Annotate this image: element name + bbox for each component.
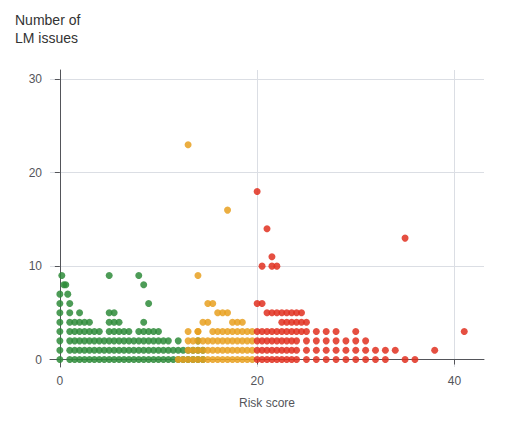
svg-text:Number of: Number of [15, 12, 80, 28]
svg-text:0: 0 [57, 374, 64, 388]
svg-text:10: 10 [29, 259, 43, 273]
svg-text:Risk score: Risk score [239, 396, 295, 410]
svg-text:40: 40 [448, 374, 462, 388]
svg-text:30: 30 [29, 72, 43, 86]
svg-text:0: 0 [35, 353, 42, 367]
svg-text:LM issues: LM issues [15, 30, 78, 46]
svg-text:20: 20 [250, 374, 264, 388]
svg-text:20: 20 [29, 166, 43, 180]
